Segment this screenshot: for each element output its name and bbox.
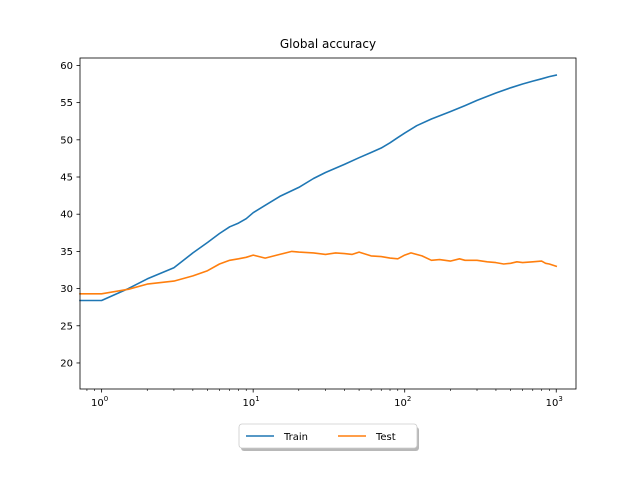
series-line-train <box>79 74 558 302</box>
legend-label-train: Train <box>283 432 308 443</box>
legend-box <box>238 423 418 449</box>
x-tick-label: 103 <box>546 395 563 409</box>
y-tick-label: 25 <box>60 321 73 332</box>
plot-area: 20 25 30 35 40 45 50 55 60 100 101 102 103 <box>60 57 577 409</box>
axes-frame <box>79 57 577 390</box>
x-tick-label: 102 <box>394 395 411 409</box>
y-tick-label: 35 <box>60 247 73 258</box>
legend: Train Test <box>238 423 419 451</box>
y-tick-label: 45 <box>60 173 73 184</box>
y-tick-label: 20 <box>60 358 73 369</box>
y-tick-label: 30 <box>60 284 73 295</box>
x-tick-label: 100 <box>91 395 108 409</box>
y-tick-label: 40 <box>60 210 73 221</box>
y-tick-label: 50 <box>60 135 73 146</box>
series-line-test <box>79 250 558 295</box>
y-tick-label: 60 <box>60 61 73 72</box>
chart-title: Global accuracy <box>280 37 376 51</box>
x-tick-label: 101 <box>243 395 260 409</box>
legend-label-test: Test <box>375 432 396 443</box>
y-tick-label: 55 <box>60 98 73 109</box>
